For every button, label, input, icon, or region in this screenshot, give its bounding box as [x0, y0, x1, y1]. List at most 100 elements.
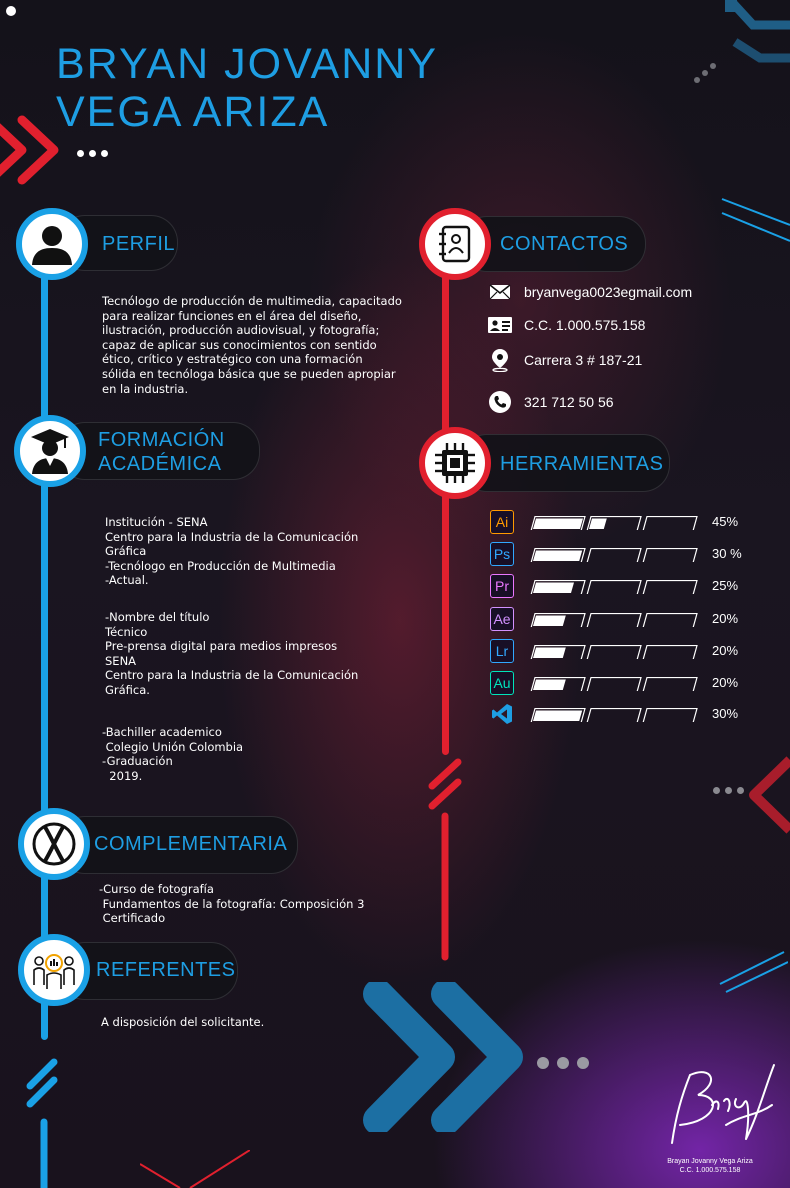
skill-bar-segment — [586, 677, 642, 691]
contact-address: Carrera 3 # 187-21 — [488, 347, 642, 373]
formacion-badge — [14, 415, 86, 487]
skill-bar — [530, 645, 698, 659]
referentes-badge — [18, 934, 90, 1006]
formacion-title: FORMACIÓN ACADÉMICA — [98, 428, 225, 476]
signature-name: Brayan Jovanny Vega Ariza — [667, 1158, 753, 1165]
skill-bar — [530, 580, 698, 594]
skill-bar-segment — [586, 708, 642, 722]
skill-bar-segment — [642, 708, 698, 722]
skill-bar-fill — [533, 550, 583, 561]
contactos-badge — [419, 208, 491, 280]
signature-id: C.C. 1.000.575.158 — [679, 1167, 741, 1174]
skill-bar-fill — [533, 710, 583, 721]
graduate-icon — [31, 429, 69, 474]
contact-id-text: C.C. 1.000.575.158 — [524, 317, 646, 333]
formacion-block-1: Institución - SENA Centro para la Indust… — [105, 515, 359, 588]
perfil-badge — [16, 208, 88, 280]
skill-bar-segment — [586, 645, 642, 659]
skill-bar-segment — [586, 548, 642, 562]
complementaria-text: -Curso de fotografía Fundamentos de la f… — [99, 882, 365, 926]
blue-timeline-slashes — [26, 1058, 58, 1188]
skill-percent: 20% — [712, 675, 739, 690]
herramientas-title: HERRAMIENTAS — [500, 453, 664, 475]
mail-icon — [488, 280, 512, 304]
skill-bar-fill — [533, 518, 583, 529]
tool-row: Ae 20% — [490, 607, 770, 633]
contact-email[interactable]: bryanvega0023egmail.com — [488, 279, 692, 305]
skill-bar — [530, 677, 698, 691]
herramientas-header-pill — [460, 434, 670, 492]
top-right-chevron-decoration — [725, 0, 790, 63]
skill-bar-segment — [586, 613, 642, 627]
phone-icon — [488, 390, 512, 414]
bottom-red-lines-decoration — [140, 1150, 250, 1188]
tool-row: 30% — [490, 702, 770, 728]
name-line-1: BRYAN JOVANNY — [56, 40, 439, 88]
referentes-text: A disposición del solicitante. — [101, 1015, 265, 1029]
diagonal-dots-decoration — [694, 63, 716, 83]
complementaria-badge — [18, 808, 90, 880]
skill-bar-fill — [533, 615, 566, 626]
after-effects-icon: Ae — [490, 607, 514, 631]
tool-row: Lr 20% — [490, 639, 770, 665]
x-circle-icon — [32, 822, 76, 866]
skill-percent: 30 % — [712, 546, 742, 561]
skill-bar-segment — [530, 677, 586, 691]
user-icon — [32, 226, 72, 265]
skill-percent: 20% — [712, 611, 739, 626]
skill-bar-segment — [530, 613, 586, 627]
skill-bar — [530, 516, 698, 530]
blue-timeline — [41, 240, 48, 1040]
handwritten-signature — [671, 1064, 775, 1144]
complementaria-title: COMPLEMENTARIA — [94, 833, 288, 855]
bottom-right-lines-decoration — [719, 951, 788, 993]
skill-bar-segment — [642, 645, 698, 659]
red-chevrons-decoration — [0, 115, 59, 185]
skill-bar-segment — [530, 645, 586, 659]
name-line-2: VEGA ARIZA — [56, 88, 330, 136]
contactos-title: CONTACTOS — [500, 233, 629, 255]
contact-phone[interactable]: 321 712 50 56 — [488, 389, 614, 415]
page-title: BRYAN JOVANNY VEGA ARIZA — [56, 40, 438, 136]
skill-percent: 45% — [712, 514, 739, 529]
formacion-title-line-1: FORMACIÓN — [98, 429, 225, 451]
tool-row: Au 20% — [490, 671, 770, 697]
skill-bar-segment — [530, 580, 586, 594]
skill-bar-segment — [530, 516, 586, 530]
formacion-title-line-2: ACADÉMICA — [98, 453, 222, 475]
tool-row: Ps 30 % — [490, 542, 770, 568]
signature-caption: Brayan Jovanny Vega Ariza C.C. 1.000.575… — [640, 1157, 780, 1175]
lightroom-icon: Lr — [490, 639, 514, 663]
location-pin-icon — [488, 348, 512, 372]
contact-phone-text: 321 712 50 56 — [524, 394, 614, 410]
title-dots-decoration — [77, 150, 108, 157]
audition-icon: Au — [490, 671, 514, 695]
contact-email-text: bryanvega0023egmail.com — [524, 284, 693, 300]
skill-percent: 25% — [712, 578, 739, 593]
contact-book-icon — [439, 225, 471, 263]
right-lines-decoration — [721, 198, 790, 242]
blue-chevrons-decoration — [363, 982, 523, 1132]
red-timeline — [442, 260, 449, 755]
bottom-dots-decoration — [537, 1057, 589, 1069]
skill-bar-segment — [530, 548, 586, 562]
id-card-icon — [488, 313, 512, 337]
skill-bar — [530, 548, 698, 562]
illustrator-icon: Ai — [490, 510, 514, 534]
skill-bar-segment — [642, 516, 698, 530]
premiere-icon: Pr — [490, 574, 514, 598]
skill-bar-segment — [586, 580, 642, 594]
tool-row: Pr 25% — [490, 574, 770, 600]
skill-bar — [530, 613, 698, 627]
tool-row: Ai 45% — [490, 510, 770, 536]
skill-bar-fill — [589, 518, 607, 529]
chip-icon — [435, 443, 475, 483]
skill-bar-fill — [533, 679, 566, 690]
skill-bar-segment — [642, 548, 698, 562]
skill-bar — [530, 708, 698, 722]
skill-percent: 20% — [712, 643, 739, 658]
people-icon — [33, 954, 75, 989]
formacion-header-pill — [58, 422, 260, 480]
skill-percent: 30% — [712, 706, 739, 721]
perfil-text: Tecnólogo de producción de multimedia, c… — [102, 294, 402, 396]
